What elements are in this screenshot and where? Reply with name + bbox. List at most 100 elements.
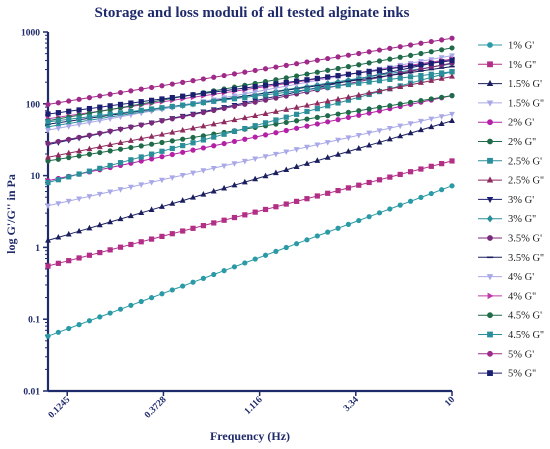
legend-label: 3% G'': [508, 214, 536, 225]
data-point: [439, 59, 445, 65]
data-point: [148, 156, 155, 162]
series-line: [47, 185, 453, 337]
data-point: [45, 237, 51, 243]
data-point: [221, 268, 227, 274]
data-point: [148, 295, 155, 301]
data-point: [180, 228, 186, 234]
data-point: [273, 81, 279, 87]
data-point: [200, 145, 206, 151]
legend-label: 1.5% G'': [508, 98, 544, 109]
data-point: [387, 206, 393, 212]
data-point: [179, 197, 186, 203]
data-point: [221, 184, 228, 191]
legend-marker: [487, 138, 493, 145]
data-point: [438, 114, 445, 120]
data-point: [231, 71, 238, 77]
data-point: [86, 114, 93, 120]
data-point: [180, 114, 186, 120]
legend-marker: [487, 312, 493, 319]
data-point: [242, 125, 248, 132]
x-axis-label: Frequency (Hz): [210, 429, 290, 443]
data-point: [107, 103, 113, 109]
data-point: [345, 221, 352, 227]
data-point: [45, 179, 51, 186]
series-8: [45, 73, 455, 160]
legend-item: 1.5% G'': [478, 98, 544, 109]
data-point: [117, 215, 124, 222]
data-point: [221, 217, 227, 223]
y-axis-label: log G'/G'' in Pa: [4, 174, 18, 254]
data-point: [76, 322, 82, 328]
data-point: [439, 37, 445, 43]
data-point: [283, 114, 289, 120]
legend-marker: [487, 235, 493, 241]
data-point: [438, 120, 445, 127]
data-point: [200, 191, 207, 197]
data-point: [107, 141, 114, 148]
data-point: [418, 72, 424, 79]
data-point: [76, 107, 82, 113]
data-point: [449, 35, 455, 41]
series-4: [45, 111, 455, 210]
data-point: [428, 96, 434, 102]
data-point: [138, 209, 145, 216]
data-point: [439, 187, 445, 193]
data-point: [304, 77, 310, 83]
x-tick-label: 0.3728: [143, 395, 169, 421]
data-point: [159, 118, 165, 124]
data-point: [335, 117, 341, 123]
data-point: [159, 148, 165, 154]
data-point: [262, 252, 269, 258]
data-point: [66, 174, 72, 180]
data-point: [314, 85, 320, 92]
legend-label: 4% G'': [508, 291, 536, 302]
data-point: [148, 180, 155, 186]
data-point: [273, 248, 279, 254]
data-point: [283, 89, 289, 95]
data-point: [335, 95, 341, 102]
data-point: [386, 125, 393, 132]
data-point: [376, 177, 383, 183]
data-point: [211, 89, 217, 95]
data-point: [179, 126, 186, 133]
data-point: [117, 101, 124, 108]
data-point: [45, 101, 51, 108]
legend-item: 3.5% G'': [478, 253, 544, 264]
data-point: [200, 133, 206, 139]
data-point: [138, 107, 144, 113]
data-point: [242, 136, 248, 142]
legend-marker: [486, 196, 494, 204]
data-point: [262, 132, 269, 138]
data-point: [221, 140, 227, 147]
data-point: [376, 67, 383, 73]
data-point: [76, 227, 83, 234]
data-point: [293, 147, 300, 153]
data-point: [314, 106, 320, 112]
data-point: [211, 220, 217, 226]
data-point: [97, 112, 103, 119]
data-point: [211, 143, 217, 149]
data-point: [210, 120, 217, 127]
data-point: [325, 74, 331, 80]
legend-label: 5% G'': [508, 369, 536, 380]
data-point: [386, 85, 393, 92]
data-point: [325, 67, 331, 73]
legend-marker: [487, 370, 493, 377]
data-point: [221, 118, 228, 125]
x-tick-label: 1.116: [243, 395, 265, 417]
data-point: [273, 130, 279, 136]
data-point: [294, 118, 300, 124]
data-point: [159, 291, 165, 297]
data-point: [335, 111, 341, 117]
legend-label: 1% G': [508, 41, 534, 52]
data-point: [180, 143, 186, 149]
data-point: [107, 148, 113, 154]
series-18: [45, 57, 455, 117]
data-point: [242, 101, 248, 107]
data-point: [97, 149, 103, 156]
data-point: [86, 132, 93, 138]
data-point: [117, 126, 124, 132]
data-point: [55, 117, 61, 124]
data-point: [428, 77, 435, 83]
